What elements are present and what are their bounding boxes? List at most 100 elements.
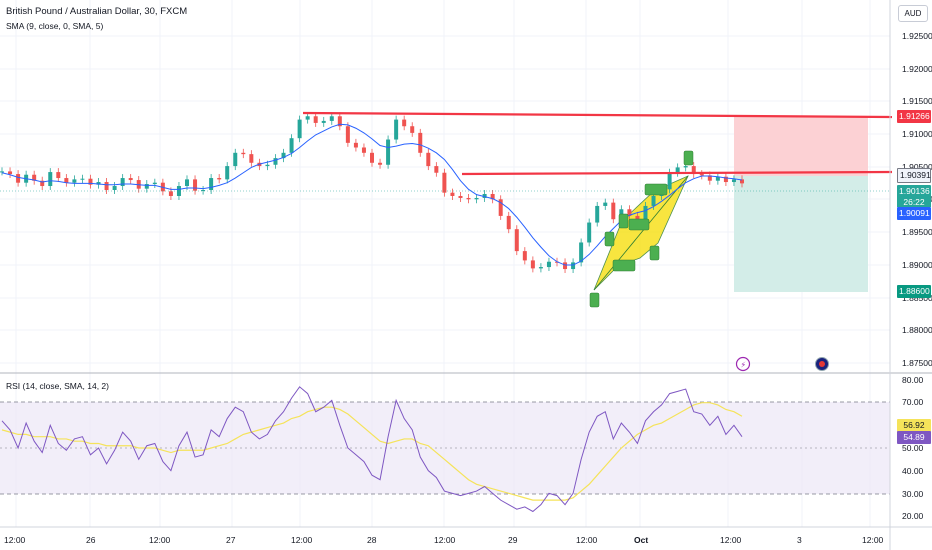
time-tick-label: 12:00 bbox=[434, 535, 456, 545]
candle-body bbox=[32, 174, 37, 181]
candle-body bbox=[418, 132, 423, 153]
pattern-points[interactable] bbox=[589, 150, 694, 308]
sma-indicator-label[interactable]: SMA (9, close, 0, SMA, 5) bbox=[6, 21, 104, 31]
candle-body bbox=[482, 193, 487, 198]
candle-body bbox=[370, 152, 374, 163]
candle-body bbox=[273, 158, 278, 165]
candle-body bbox=[394, 119, 399, 140]
time-tick-label: 12:00 bbox=[291, 535, 313, 545]
flag-event-dot bbox=[819, 361, 825, 367]
rsi-indicator-label[interactable]: RSI (14, close, SMA, 14, 2) bbox=[6, 381, 109, 391]
rsi-tick-label: 50.00 bbox=[902, 443, 924, 453]
pattern-point-b bbox=[618, 213, 629, 229]
candle-body bbox=[675, 167, 680, 173]
resistance-price-tag: 1.90391 bbox=[897, 168, 931, 183]
candle-body bbox=[120, 178, 125, 187]
target-price-tag: 1.88600 bbox=[897, 285, 931, 298]
candle-body bbox=[289, 138, 294, 153]
chart-grid bbox=[0, 0, 890, 527]
time-tick-label: 12:00 bbox=[149, 535, 171, 545]
candle-body bbox=[321, 120, 326, 123]
candle-body bbox=[225, 166, 230, 180]
price-tick-label: 1.88500 bbox=[902, 293, 932, 303]
price-tick-label: 1.88000 bbox=[902, 325, 932, 335]
currency-button[interactable]: AUD bbox=[898, 5, 928, 22]
candle-body bbox=[707, 175, 712, 181]
candle-body bbox=[56, 172, 61, 179]
stop-loss-zone[interactable] bbox=[734, 117, 868, 176]
stop-price-tag: 1.91266 bbox=[897, 110, 931, 123]
candle-body bbox=[603, 202, 608, 206]
price-tick-label: 1.91500 bbox=[902, 96, 932, 106]
candle-body bbox=[144, 184, 149, 189]
pattern-point-c bbox=[612, 259, 636, 272]
candle-body bbox=[723, 176, 728, 183]
candle-body bbox=[450, 192, 455, 196]
rsi-tick-label: 70.00 bbox=[902, 397, 924, 407]
price-tick-label: 1.92000 bbox=[902, 64, 932, 74]
rsi-sma-tag: 56.92 bbox=[897, 419, 931, 432]
pattern-point-x bbox=[589, 292, 600, 308]
candle-body bbox=[498, 199, 503, 216]
rsi-tick-label: 80.00 bbox=[902, 375, 924, 385]
candle-body bbox=[683, 166, 688, 168]
candle-body bbox=[80, 178, 85, 180]
candle-body bbox=[353, 142, 358, 148]
lightning-glyph: ⚡ bbox=[741, 361, 747, 370]
candle-body bbox=[64, 178, 69, 183]
time-tick-label: 26 bbox=[86, 535, 96, 545]
candle-body bbox=[313, 116, 318, 123]
take-profit-zone[interactable] bbox=[734, 176, 868, 292]
price-tick-label: 1.91000 bbox=[902, 129, 932, 139]
candle-body bbox=[378, 162, 383, 165]
rsi-tick-label: 30.00 bbox=[902, 489, 924, 499]
candle-body bbox=[297, 119, 302, 139]
candle-body bbox=[595, 205, 600, 223]
rsi-line bbox=[1, 386, 743, 513]
time-tick-label: 12:00 bbox=[862, 535, 884, 545]
candle-body bbox=[522, 251, 527, 261]
candle-body bbox=[530, 260, 535, 269]
pattern-point-a bbox=[604, 231, 615, 247]
candle-body bbox=[442, 172, 447, 193]
sma-line bbox=[1, 123, 743, 266]
candle-body bbox=[233, 152, 238, 167]
price-tick-label: 1.90500 bbox=[902, 162, 932, 172]
candle-body bbox=[571, 262, 576, 270]
candle-body bbox=[506, 215, 511, 230]
candle-body bbox=[128, 178, 133, 181]
candle-body bbox=[643, 205, 648, 223]
candle-body bbox=[740, 179, 744, 184]
price-tick-label: 1.89000 bbox=[902, 260, 932, 270]
candle-body bbox=[201, 190, 206, 192]
resistance-line-top[interactable] bbox=[302, 111, 893, 119]
time-tick-label: 29 bbox=[508, 535, 518, 545]
candle-body bbox=[426, 152, 431, 167]
price-tick-label: 1.89500 bbox=[902, 227, 932, 237]
time-tick-label: 12:00 bbox=[720, 535, 742, 545]
candle-body bbox=[361, 147, 366, 153]
candle-body bbox=[402, 119, 407, 127]
bar-countdown: 26:22 bbox=[897, 197, 931, 207]
candle-body bbox=[466, 197, 471, 200]
candle-body bbox=[193, 179, 198, 191]
lightning-event-icon[interactable] bbox=[735, 356, 751, 372]
candle-body bbox=[337, 116, 342, 127]
candle-body bbox=[579, 242, 584, 263]
resistance-line-mid[interactable] bbox=[461, 170, 893, 176]
candle-body bbox=[168, 191, 173, 196]
rsi-value-tag: 54.89 bbox=[897, 431, 931, 444]
candle-body bbox=[386, 139, 391, 165]
chart-title: British Pound / Australian Dollar, 30, F… bbox=[6, 6, 188, 17]
candle-body bbox=[217, 178, 222, 180]
candle-body bbox=[265, 164, 270, 167]
time-tick-label: 12:00 bbox=[4, 535, 26, 545]
candle-body bbox=[587, 222, 592, 243]
candle-body bbox=[538, 267, 543, 269]
rsi-tick-label: 40.00 bbox=[902, 466, 924, 476]
candle-body bbox=[514, 229, 519, 252]
candle-body bbox=[345, 126, 350, 143]
candle-body bbox=[490, 193, 495, 200]
candle-body bbox=[48, 172, 53, 187]
